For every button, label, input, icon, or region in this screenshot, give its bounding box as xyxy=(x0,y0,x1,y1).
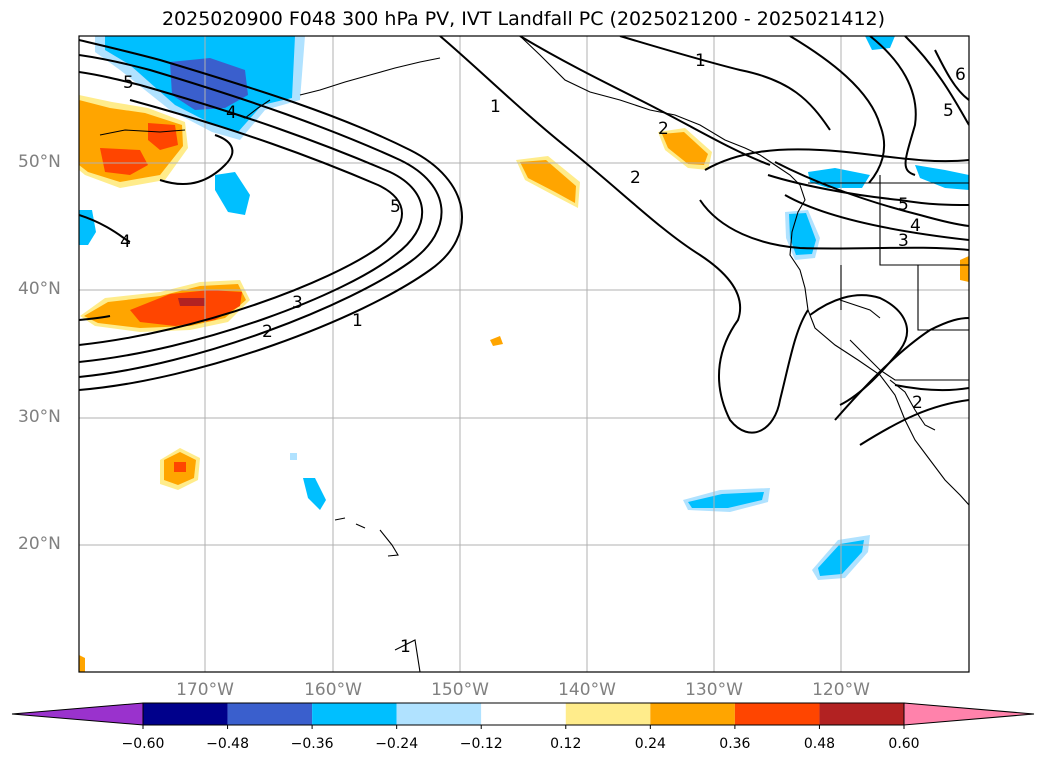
contour-labels: 5 4 1 2 2 5 4 3 2 1 1 5 6 5 4 3 2 1 xyxy=(120,51,966,657)
colorbar-bin xyxy=(481,703,566,725)
lon-label: 170°W xyxy=(176,680,234,700)
contour-label: 3 xyxy=(292,293,303,313)
negative-anomaly-coast-45n-core xyxy=(789,213,816,255)
colorbar-tick-label: −0.48 xyxy=(206,736,249,752)
coastlines xyxy=(99,36,969,672)
colorbar-bin xyxy=(650,703,735,725)
contour-label: 4 xyxy=(120,232,131,252)
negative-anomaly-nw-center xyxy=(170,58,248,110)
negative-anomaly-east-top xyxy=(915,165,969,190)
contour-label: 4 xyxy=(226,103,237,123)
colorbar-tick-label: 0.60 xyxy=(888,736,920,752)
contour-label: 1 xyxy=(400,637,411,657)
negative-anomaly-hawaii-tiny xyxy=(290,453,297,460)
colorbar-tick-label: 0.48 xyxy=(803,736,836,752)
gridlines xyxy=(79,36,969,672)
negative-anomaly-hawaii xyxy=(303,478,326,510)
colorbar-bin xyxy=(734,703,820,725)
colorbar-tick-label: −0.36 xyxy=(290,736,334,752)
plot-title: 2025020900 F048 300 hPa PV, IVT Landfall… xyxy=(161,8,886,30)
colorbar xyxy=(11,702,1035,729)
negative-anomaly-small-1 xyxy=(215,172,250,215)
contour-label: 2 xyxy=(262,322,273,342)
negative-anomaly-23n-core xyxy=(688,492,764,508)
lat-label: 50°N xyxy=(18,152,61,172)
pv-shading xyxy=(79,36,969,672)
contour-label: 1 xyxy=(695,51,706,71)
colorbar-extend-min xyxy=(11,702,144,726)
positive-anomaly-mid-small xyxy=(490,336,503,346)
contour-label: 5 xyxy=(123,73,134,93)
colorbar-tick-label: −0.24 xyxy=(375,736,419,752)
contour-label: 1 xyxy=(352,311,363,331)
lat-label: 30°N xyxy=(18,407,61,427)
contour-label: 2 xyxy=(630,168,641,188)
colorbar-bin xyxy=(396,703,482,725)
positive-anomaly-ne-pac-core xyxy=(520,160,576,203)
positive-anomaly-east-edge xyxy=(960,256,969,282)
contour-label: 2 xyxy=(658,119,669,139)
lon-label: 160°W xyxy=(304,680,362,700)
contour-label: 6 xyxy=(955,65,966,85)
colorbar-bin xyxy=(312,703,397,725)
contour-label: 5 xyxy=(390,197,401,217)
lon-label: 130°W xyxy=(685,680,743,700)
lat-label: 40°N xyxy=(18,279,61,299)
positive-anomaly-bc-core xyxy=(662,132,708,165)
positive-anomaly-40n-dark xyxy=(178,298,205,306)
contour-label: 5 xyxy=(943,101,954,121)
positive-anomaly-nw-red-2 xyxy=(148,123,178,150)
positive-anomaly-sw-corner xyxy=(79,655,85,672)
colorbar-bin xyxy=(819,703,904,725)
lat-label: 20°N xyxy=(18,534,61,554)
contour-label: 5 xyxy=(898,195,909,215)
colorbar-tick-label: −0.60 xyxy=(121,736,165,752)
positive-anomaly-25n-red xyxy=(174,462,186,472)
pv-contours xyxy=(79,36,969,446)
lon-label: 150°W xyxy=(431,680,489,700)
map-frame xyxy=(78,35,970,673)
lon-label: 120°W xyxy=(812,680,870,700)
contour-label: 1 xyxy=(490,97,501,117)
contour-label: 3 xyxy=(898,231,909,251)
lon-label: 140°W xyxy=(558,680,616,700)
negative-anomaly-ne-top xyxy=(865,36,895,50)
positive-anomaly-nw-red xyxy=(100,148,148,175)
colorbar-bin xyxy=(227,703,313,725)
colorbar-tick-label: −0.12 xyxy=(459,736,503,752)
contour-label: 2 xyxy=(912,393,923,413)
colorbar-bin xyxy=(565,703,651,725)
colorbar-tick-label: 0.12 xyxy=(550,736,582,752)
colorbar-outline xyxy=(142,702,905,726)
colorbar-tick-label: 0.36 xyxy=(719,736,751,752)
colorbar-extend-max xyxy=(903,702,1035,726)
contour-label: 4 xyxy=(910,216,921,236)
colorbar-bin xyxy=(143,703,228,725)
colorbar-tick-label: 0.24 xyxy=(634,736,666,752)
